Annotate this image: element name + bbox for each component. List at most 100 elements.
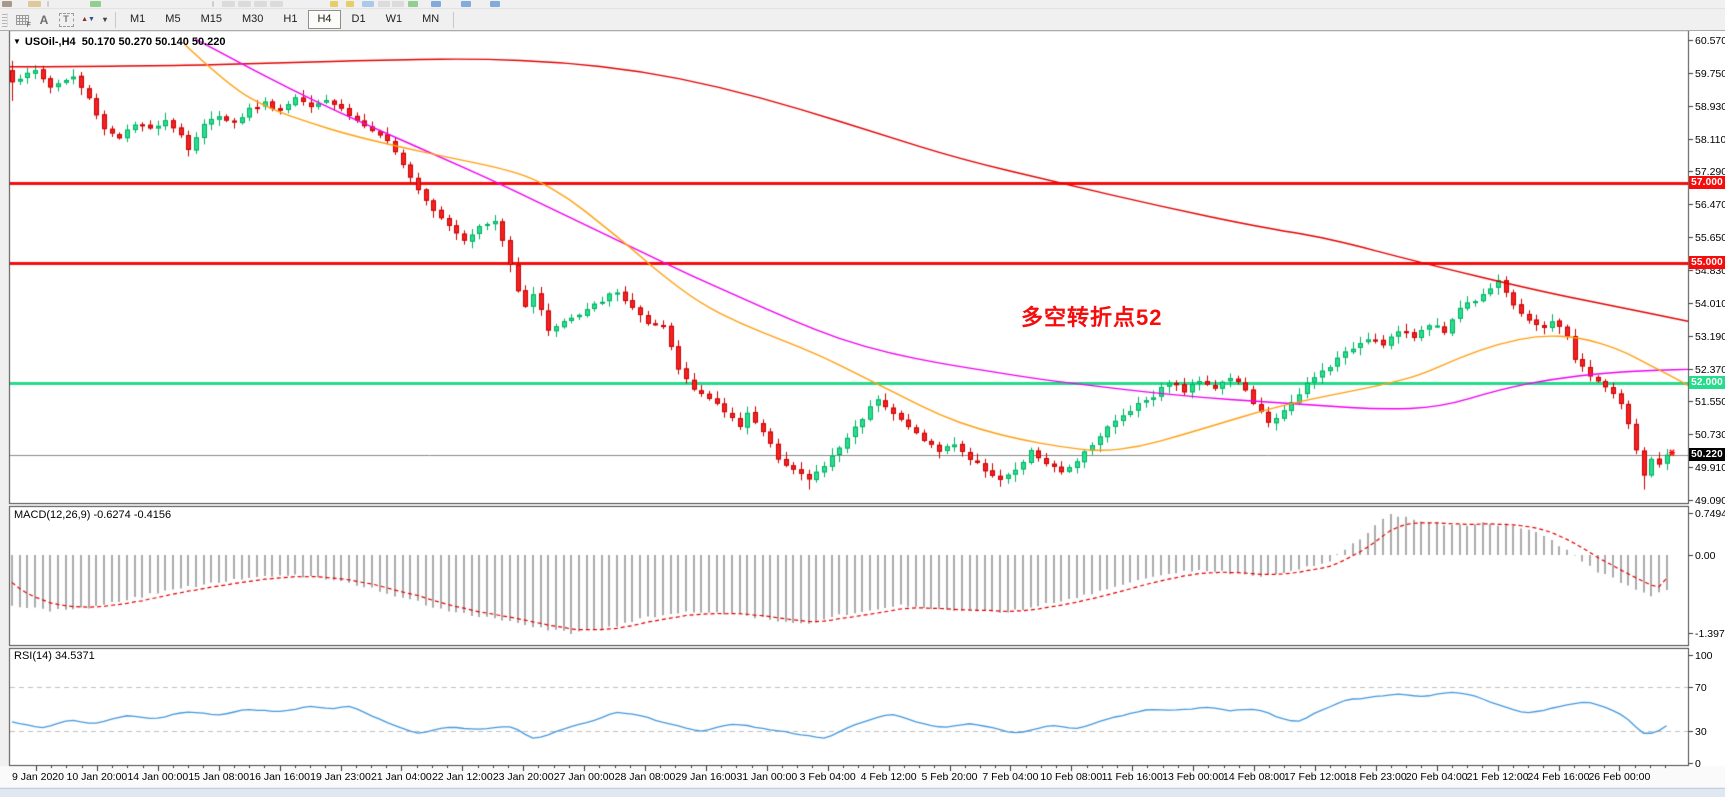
time-axis-label: 22 Jan 12:00 bbox=[431, 771, 493, 783]
time-axis-label: 28 Jan 08:00 bbox=[614, 771, 676, 783]
macd-indicator-label: MACD(12,26,9) -0.6274 -0.4156 bbox=[14, 509, 172, 521]
price-axis-label: 57.290 bbox=[1695, 166, 1725, 179]
symbol-name: USOil-,H4 bbox=[24, 36, 76, 48]
macd-axis-label: -1.3973 bbox=[1695, 628, 1725, 641]
rsi-axis-label: 100 bbox=[1695, 650, 1713, 662]
price-axis-label: 50.730 bbox=[1695, 429, 1725, 442]
price-line-chip: 52.000 bbox=[1689, 376, 1725, 390]
time-axis-label: 14 Jan 00:00 bbox=[127, 771, 189, 783]
timeframe-button-m5[interactable]: M5 bbox=[165, 13, 181, 25]
price-axis-label: 58.930 bbox=[1695, 100, 1725, 113]
clipped-icon bbox=[222, 1, 235, 7]
time-axis-label: 31 Jan 00:00 bbox=[736, 771, 798, 783]
clipped-icon bbox=[270, 1, 283, 7]
collapse-triangle-icon[interactable]: ▼ bbox=[13, 37, 21, 46]
toolbar-icons-clipped bbox=[0, 0, 1725, 9]
timeframe-button-w1[interactable]: W1 bbox=[385, 13, 403, 25]
chart-annotation-text[interactable]: 多空转折点52 bbox=[1021, 305, 1163, 330]
toolbar-separator bbox=[453, 11, 455, 28]
ohlc-readout: 50.170 50.270 50.140 50.220 bbox=[81, 36, 226, 48]
text-label-icon[interactable]: T bbox=[56, 11, 76, 28]
timeframe-button-d1[interactable]: D1 bbox=[351, 13, 366, 25]
clipped-icon bbox=[2, 1, 12, 7]
time-axis-label: 13 Feb 00:00 bbox=[1162, 771, 1225, 783]
status-bar-edge bbox=[0, 788, 1725, 797]
time-axis-label: 29 Jan 16:00 bbox=[675, 771, 737, 783]
arrows-dropdown-caret[interactable]: ▾ bbox=[102, 15, 107, 24]
rsi-indicator-label: RSI(14) 34.5371 bbox=[14, 650, 95, 662]
time-axis-label: 18 Feb 23:00 bbox=[1344, 771, 1407, 783]
clipped-icon bbox=[461, 1, 471, 7]
clipped-icon bbox=[330, 1, 338, 7]
price-axis-label: 53.190 bbox=[1695, 330, 1725, 343]
clipped-icon bbox=[90, 1, 101, 7]
time-axis-label: 26 Feb 00:00 bbox=[1588, 771, 1651, 783]
time-axis-label: 19 Jan 23:00 bbox=[310, 771, 371, 783]
time-axis-label: 7 Feb 04:00 bbox=[982, 771, 1039, 783]
timeframe-button-h4[interactable]: H4 bbox=[308, 10, 341, 29]
time-axis-label: 14 Feb 08:00 bbox=[1223, 771, 1285, 783]
time-axis-label: 10 Feb 08:00 bbox=[1040, 771, 1103, 783]
rsi-axis-label: 0 bbox=[1695, 758, 1701, 770]
rsi-axis-label: 30 bbox=[1695, 725, 1707, 738]
price-axis-label: 52.370 bbox=[1695, 363, 1725, 376]
grid-glyph bbox=[15, 14, 29, 25]
price-line-chip: 57.000 bbox=[1689, 176, 1725, 190]
text-label-glyph: T bbox=[58, 12, 74, 27]
price-axis-label: 55.650 bbox=[1695, 232, 1725, 245]
arrow-up-glyph: ▲ bbox=[81, 16, 88, 23]
symbol-title: ▼ USOil-,H4 50.170 50.270 50.140 50.220 bbox=[13, 36, 226, 48]
time-axis-label: 24 Feb 16:00 bbox=[1527, 771, 1590, 783]
clipped-icon bbox=[254, 1, 267, 7]
timeframe-button-h1[interactable]: H1 bbox=[283, 13, 298, 25]
time-axis-label: 3 Feb 04:00 bbox=[799, 771, 856, 783]
timeframe-button-m1[interactable]: M1 bbox=[130, 13, 146, 25]
toolbar-grip-icon[interactable] bbox=[2, 12, 8, 27]
time-axis-label: 21 Feb 12:00 bbox=[1466, 771, 1529, 783]
arrows-icon[interactable]: ▲ ▼ bbox=[78, 11, 98, 28]
time-axis-label: 23 Jan 20:00 bbox=[492, 771, 554, 783]
clipped-icon bbox=[238, 1, 251, 7]
time-axis-label: 15 Jan 08:00 bbox=[188, 771, 250, 783]
price-axis-label: 56.470 bbox=[1695, 199, 1725, 212]
price-axis-label: 49.090 bbox=[1695, 495, 1725, 507]
main-toolbar: F A T ▲ ▼ ▾ M1 M5 M15 M30 H1 H4 D1 W1 MN bbox=[0, 9, 1725, 31]
clipped-icon bbox=[212, 1, 214, 7]
time-axis-label: 27 Jan 00:00 bbox=[553, 771, 615, 783]
price-axis-label: 49.910 bbox=[1695, 462, 1725, 475]
arrow-down-glyph: ▼ bbox=[88, 16, 95, 23]
time-axis-label: 11 Feb 16:00 bbox=[1101, 771, 1163, 783]
clipped-icon bbox=[408, 1, 418, 7]
macd-axis-label: 0.7494 bbox=[1695, 508, 1725, 521]
clipped-icon bbox=[362, 1, 374, 7]
font-icon[interactable]: A bbox=[39, 12, 49, 27]
time-axis-label: 10 Jan 20:00 bbox=[66, 771, 128, 783]
grid-f-icon[interactable]: F bbox=[12, 11, 32, 29]
price-axis-label: 60.570 bbox=[1695, 35, 1725, 47]
time-axis-label: 5 Feb 20:00 bbox=[921, 771, 978, 783]
macd-axis-label: 0.00 bbox=[1695, 550, 1716, 562]
current-price-chip: 50.220 bbox=[1689, 447, 1725, 461]
price-axis-label: 58.110 bbox=[1695, 133, 1725, 146]
grid-f-letter: F bbox=[26, 22, 31, 29]
time-axis-label: 21 Jan 04:00 bbox=[371, 771, 432, 783]
price-axis-label: 59.750 bbox=[1695, 67, 1725, 80]
clipped-icon bbox=[490, 1, 500, 7]
price-axis-label: 54.010 bbox=[1695, 297, 1725, 310]
toolbar-separator bbox=[115, 11, 116, 28]
clipped-icon bbox=[378, 1, 390, 7]
time-axis-label: 17 Feb 12:00 bbox=[1283, 771, 1346, 783]
clipped-icon bbox=[47, 1, 49, 7]
timeframe-button-m15[interactable]: M15 bbox=[200, 13, 222, 25]
timeframe-button-mn[interactable]: MN bbox=[422, 13, 440, 25]
time-axis-label: 20 Feb 04:00 bbox=[1405, 771, 1468, 783]
timeframe-button-m30[interactable]: M30 bbox=[241, 13, 264, 25]
clipped-icon bbox=[28, 1, 41, 7]
time-axis-label: 4 Feb 12:00 bbox=[860, 771, 917, 783]
clipped-icon bbox=[392, 1, 404, 7]
price-axis-label: 51.550 bbox=[1695, 396, 1725, 409]
time-axis-label: 9 Jan 2020 bbox=[12, 771, 64, 783]
clipped-icon bbox=[346, 1, 354, 7]
